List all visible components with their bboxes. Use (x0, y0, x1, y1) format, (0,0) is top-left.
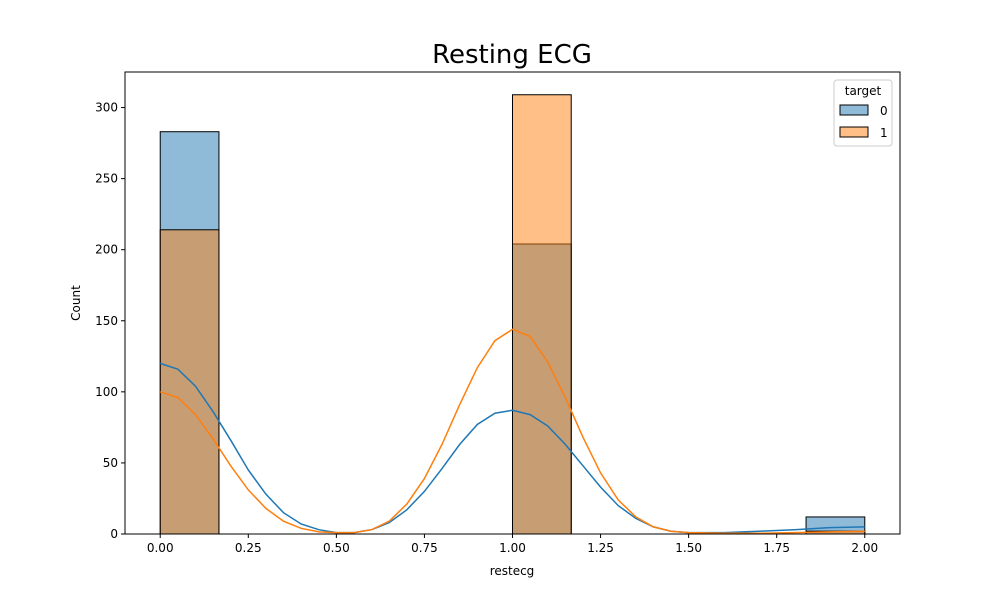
histogram-bars (159, 94, 866, 535)
x-tick-label: 0.75 (411, 541, 438, 555)
x-tick-label: 1.25 (587, 541, 614, 555)
y-tick-label: 50 (103, 456, 118, 470)
x-tick-label: 0.00 (147, 541, 174, 555)
y-tick-label: 150 (95, 314, 118, 328)
bar-series-1-bin-1 (512, 94, 572, 535)
y-tick-label: 250 (95, 172, 118, 186)
x-tick-label: 0.25 (235, 541, 262, 555)
x-axis-label: restecg (490, 564, 535, 578)
x-tick-label: 1.00 (499, 541, 526, 555)
x-tick-label: 1.50 (675, 541, 702, 555)
legend-label-0: 0 (880, 104, 888, 118)
x-tick-label: 0.50 (323, 541, 350, 555)
y-axis-label: Count (69, 285, 83, 321)
legend-swatch-1 (839, 126, 869, 138)
y-tick-label: 100 (95, 385, 118, 399)
legend: target 0 1 (833, 79, 893, 147)
y-tick-label: 200 (95, 243, 118, 257)
chart-title: Resting ECG (432, 40, 592, 70)
legend-swatch-0 (839, 104, 869, 116)
y-tick-label: 300 (95, 101, 118, 115)
kde-line-series-1 (159, 328, 865, 535)
y-tick-label: 0 (110, 527, 118, 541)
axes: 0.00 0.25 0.50 0.75 1.00 1.25 1.50 1.75 2.00 0 50 1… (95, 71, 901, 555)
bar-series-1-bin-0 (159, 229, 220, 535)
x-tick-label: 2.00 (851, 541, 878, 555)
legend-label-1: 1 (880, 126, 888, 140)
kde-curves (159, 328, 865, 535)
x-tick-label: 1.75 (763, 541, 790, 555)
legend-title: target (845, 84, 882, 98)
